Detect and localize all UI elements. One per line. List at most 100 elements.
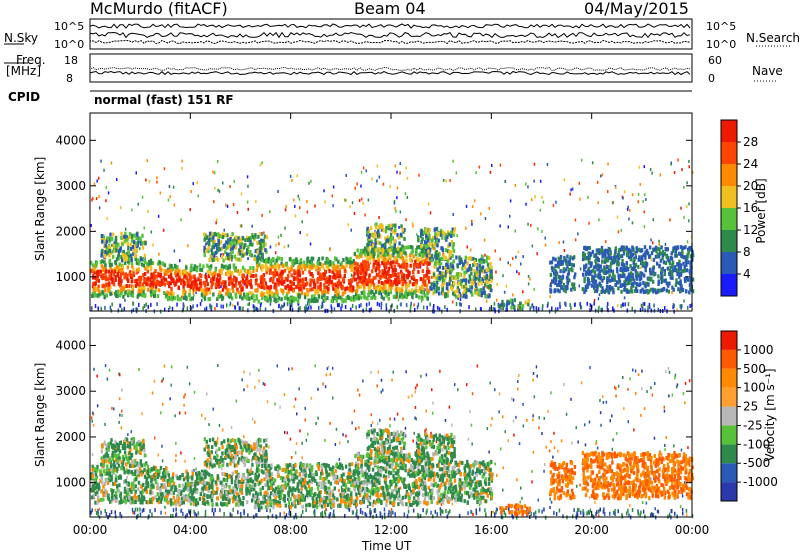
scatter-cell bbox=[362, 201, 364, 205]
scatter-cell bbox=[389, 424, 391, 428]
scatter-cell bbox=[645, 501, 648, 505]
data-cell bbox=[434, 232, 437, 236]
data-cell bbox=[413, 264, 416, 269]
data-cell bbox=[176, 265, 179, 270]
scatter-cell bbox=[293, 405, 295, 409]
data-cell bbox=[114, 275, 117, 279]
data-cell bbox=[292, 288, 295, 293]
colorbar-swatch bbox=[721, 142, 737, 164]
scatter-cell bbox=[215, 221, 217, 225]
data-cell bbox=[465, 287, 468, 292]
data-cell bbox=[150, 285, 153, 290]
data-cell bbox=[612, 260, 616, 265]
data-cell bbox=[651, 269, 655, 274]
data-cell bbox=[571, 268, 574, 273]
scatter-cell bbox=[683, 185, 685, 189]
data-cell bbox=[189, 297, 192, 302]
ground-cell bbox=[338, 303, 340, 308]
scatter-cell bbox=[174, 414, 176, 418]
data-cell bbox=[90, 260, 93, 265]
data-cell bbox=[655, 290, 658, 295]
ground-cell bbox=[370, 307, 372, 312]
scatter-cell bbox=[677, 158, 679, 162]
data-cell bbox=[636, 271, 639, 276]
data-cell bbox=[604, 271, 607, 275]
scatter-cell bbox=[686, 240, 689, 244]
data-cell bbox=[234, 268, 238, 273]
data-cell bbox=[384, 263, 388, 268]
data-cell bbox=[381, 261, 384, 265]
scatter-cell bbox=[622, 196, 624, 200]
data-cell bbox=[362, 282, 365, 287]
data-cell bbox=[191, 284, 195, 289]
data-cell bbox=[441, 248, 445, 253]
ground-cell bbox=[554, 307, 557, 312]
data-cell bbox=[610, 256, 613, 261]
ground-cell bbox=[547, 301, 549, 306]
scatter-cell bbox=[362, 166, 365, 170]
data-cell bbox=[611, 277, 614, 282]
data-cell bbox=[229, 275, 232, 280]
data-cell bbox=[422, 287, 425, 292]
data-cell bbox=[341, 286, 344, 291]
scatter-cell bbox=[688, 379, 691, 383]
scatter-cell bbox=[455, 171, 458, 175]
data-cell bbox=[470, 267, 473, 272]
nsky-trace-high bbox=[89, 23, 691, 29]
data-cell bbox=[651, 267, 655, 272]
scatter-cell bbox=[527, 222, 529, 226]
data-cell bbox=[137, 267, 141, 272]
scatter-cell bbox=[579, 197, 581, 201]
data-cell bbox=[249, 278, 253, 283]
ground-cell bbox=[365, 307, 368, 312]
ground-cell bbox=[375, 513, 378, 518]
data-cell bbox=[223, 243, 227, 248]
data-cell bbox=[660, 280, 663, 285]
data-cell bbox=[444, 273, 447, 278]
data-cell bbox=[643, 273, 646, 278]
data-cell bbox=[259, 232, 262, 236]
data-cell bbox=[224, 280, 227, 285]
data-cell bbox=[110, 262, 113, 267]
data-cell bbox=[168, 268, 171, 273]
data-cell bbox=[263, 259, 266, 264]
data-cell bbox=[505, 302, 509, 307]
scatter-cell bbox=[377, 422, 379, 426]
data-cell bbox=[130, 292, 133, 297]
data-cell bbox=[327, 266, 330, 271]
ground-cell bbox=[409, 304, 412, 309]
data-cell bbox=[610, 286, 613, 291]
data-cell bbox=[241, 245, 244, 250]
scatter-cell bbox=[354, 186, 356, 190]
data-cell bbox=[363, 275, 367, 280]
ground-cell bbox=[330, 306, 333, 311]
data-cell bbox=[200, 288, 203, 292]
data-cell bbox=[481, 254, 484, 259]
scatter-cell bbox=[466, 245, 468, 249]
data-cell bbox=[587, 259, 590, 264]
scatter-cell bbox=[574, 238, 577, 242]
data-cell bbox=[112, 254, 115, 259]
data-cell bbox=[309, 264, 312, 269]
data-cell bbox=[606, 258, 610, 263]
data-cell bbox=[269, 278, 272, 283]
data-cell bbox=[375, 266, 378, 271]
data-cell bbox=[214, 250, 217, 255]
scatter-cell bbox=[193, 390, 196, 394]
data-cell bbox=[321, 290, 324, 295]
scatter-cell bbox=[295, 442, 298, 446]
scatter-cell bbox=[615, 394, 617, 398]
data-cell bbox=[678, 267, 681, 271]
data-cell bbox=[663, 269, 666, 273]
scatter-cell bbox=[226, 204, 229, 208]
scatter-cell bbox=[614, 385, 616, 389]
scatter-cell bbox=[329, 372, 331, 376]
ground-cell bbox=[439, 511, 442, 516]
data-cell bbox=[247, 269, 250, 274]
scatter-cell bbox=[543, 416, 545, 420]
data-cell bbox=[189, 277, 192, 282]
ground-cell bbox=[368, 301, 370, 306]
scatter-cell bbox=[108, 368, 111, 372]
data-cell bbox=[260, 258, 264, 263]
scatter-cell bbox=[152, 243, 154, 247]
